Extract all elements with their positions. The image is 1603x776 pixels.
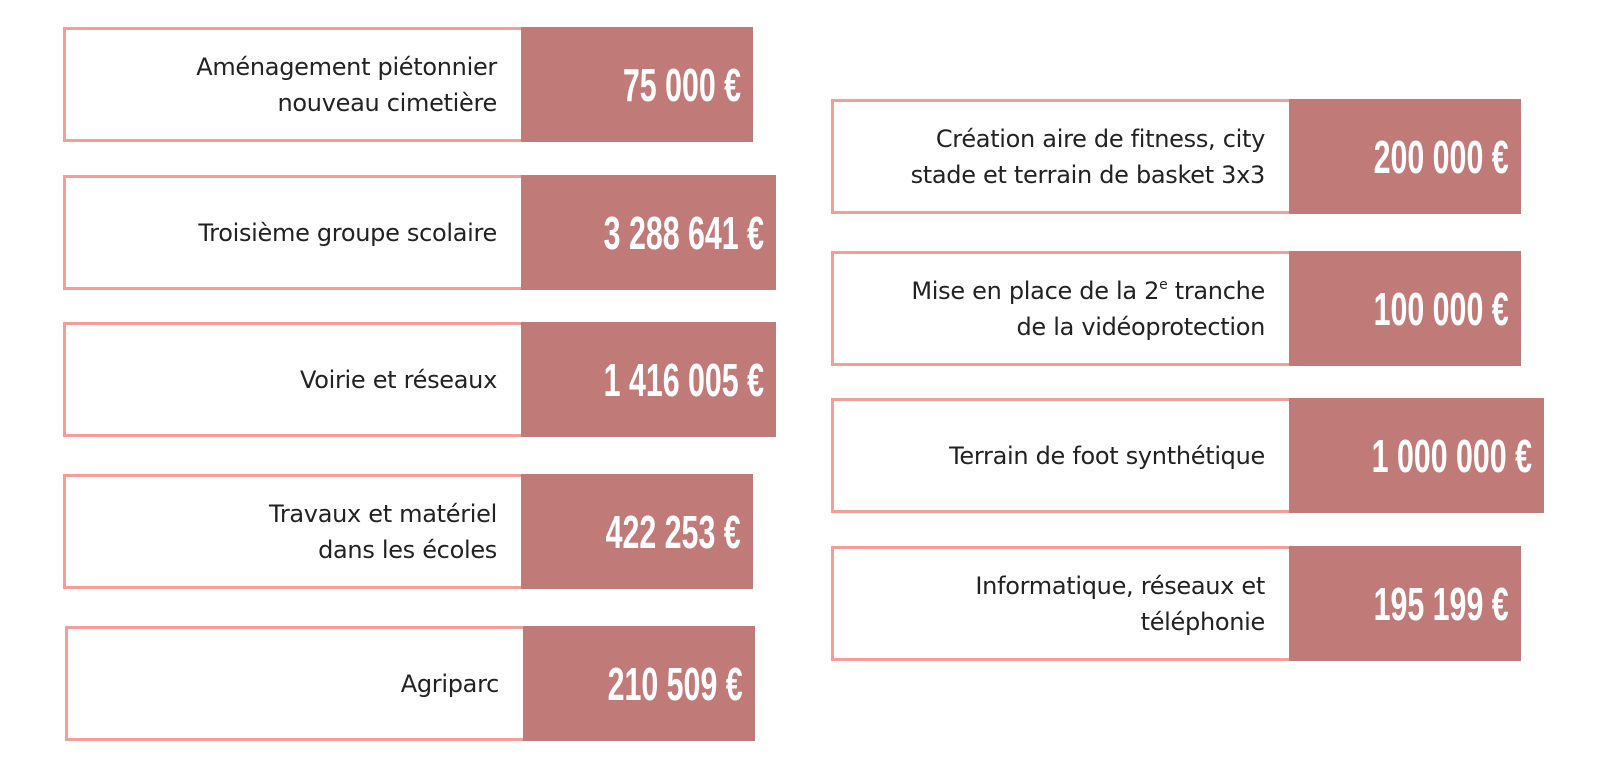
budget-item-amount: 3 288 641 € <box>521 175 777 290</box>
label-text: Aménagement piétonnier <box>196 52 497 81</box>
budget-item: Informatique, réseaux et téléphonie 195 19… <box>831 546 1521 661</box>
label-text: Voirie et réseaux <box>299 365 497 394</box>
label-line: dans les écoles <box>318 532 497 568</box>
label-line: Troisième groupe scolaire <box>198 215 497 251</box>
label-line: Travaux et matériel <box>269 496 497 532</box>
label-text: stade et terrain de basket 3x3 <box>910 160 1266 189</box>
budget-item-label: Création aire de fitness, city stade et t… <box>831 99 1289 214</box>
budget-item-amount: 1 000 000 € <box>1289 398 1545 513</box>
label-line: Création aire de fitness, city <box>936 121 1265 157</box>
amount-text: 75 000 € <box>622 58 741 111</box>
label-line: téléphonie <box>1140 604 1266 640</box>
budget-item: Agriparc 210 509 € <box>65 626 755 741</box>
budget-item: Troisième groupe scolaire 3 288 641 € <box>63 175 777 290</box>
amount-text: 1 416 005 € <box>603 353 765 406</box>
amount-text: 200 000 € <box>1373 130 1509 183</box>
label-text: Terrain de foot synthétique <box>949 441 1265 470</box>
budget-item-amount: 210 509 € <box>523 626 755 741</box>
label-line: Mise en place de la 2e tranche <box>911 273 1265 309</box>
budget-item-amount: 195 199 € <box>1289 546 1521 661</box>
label-text: Création aire de fitness, city <box>935 124 1265 153</box>
budget-item-label: Mise en place de la 2e tranche de la vidé… <box>831 251 1289 366</box>
label-line: Terrain de foot synthétique <box>949 438 1265 474</box>
label-text: Agriparc <box>400 669 500 698</box>
label-line: nouveau cimetière <box>277 85 498 121</box>
budget-item-label: Troisième groupe scolaire <box>63 175 521 290</box>
label-superscript: e <box>1159 276 1168 293</box>
label-text: nouveau cimetière <box>277 88 498 117</box>
label-text: Travaux et matériel <box>269 499 497 528</box>
label-text: téléphonie <box>1140 607 1266 636</box>
label-line: de la vidéoprotection <box>1017 309 1266 345</box>
budget-item: Travaux et matériel dans les écoles 422 25… <box>63 474 753 589</box>
budget-item-label: Voirie et réseaux <box>63 322 521 437</box>
label-line: Aménagement piétonnier <box>196 49 497 85</box>
label-text: tranche <box>1167 276 1266 305</box>
budget-item-label: Travaux et matériel dans les écoles <box>63 474 521 589</box>
budget-item-label: Agriparc <box>65 626 523 741</box>
budget-item-amount: 100 000 € <box>1289 251 1521 366</box>
budget-item-amount: 75 000 € <box>521 27 753 142</box>
budget-item-label: Aménagement piétonnier nouveau cimetière <box>63 27 521 142</box>
amount-text: 210 509 € <box>607 657 743 710</box>
label-text: Informatique, réseaux et <box>975 571 1265 600</box>
amount-text: 1 000 000 € <box>1371 429 1533 482</box>
amount-text: 3 288 641 € <box>603 206 765 259</box>
amount-text: 422 253 € <box>605 505 741 558</box>
label-line: Voirie et réseaux <box>300 362 497 398</box>
budget-item: Mise en place de la 2e tranche de la vidé… <box>831 251 1521 366</box>
budget-item: Création aire de fitness, city stade et t… <box>831 99 1521 214</box>
budget-item-amount: 422 253 € <box>521 474 753 589</box>
label-text: de la vidéoprotection <box>1016 312 1266 341</box>
budget-item-amount: 200 000 € <box>1289 99 1521 214</box>
budget-item-label: Informatique, réseaux et téléphonie <box>831 546 1289 661</box>
amount-text: 100 000 € <box>1373 282 1509 335</box>
budget-item: Voirie et réseaux 1 416 005 € <box>63 322 777 437</box>
budget-item: Aménagement piétonnier nouveau cimetière 7… <box>63 27 753 142</box>
budget-item-amount: 1 416 005 € <box>521 322 777 437</box>
label-text: Troisième groupe scolaire <box>198 218 497 247</box>
label-text: dans les écoles <box>318 535 497 564</box>
label-line: Informatique, réseaux et <box>975 568 1265 604</box>
amount-text: 195 199 € <box>1373 577 1509 630</box>
budget-item: Terrain de foot synthétique 1 000 000 € <box>831 398 1545 513</box>
label-line: Agriparc <box>400 666 500 702</box>
label-text: Mise en place de la 2 <box>911 276 1160 305</box>
label-line: stade et terrain de basket 3x3 <box>910 157 1266 193</box>
budget-item-label: Terrain de foot synthétique <box>831 398 1289 513</box>
